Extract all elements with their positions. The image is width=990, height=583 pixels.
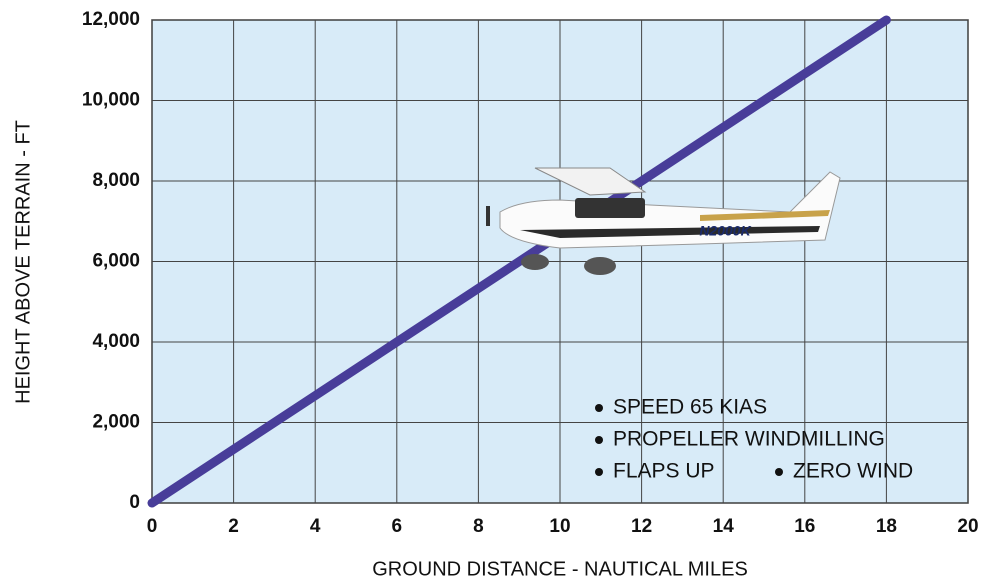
y-tick-label: 6,000 [92, 251, 140, 272]
x-tick-label: 12 [631, 516, 652, 537]
y-tick-label: 12,000 [82, 9, 140, 30]
x-tick-label: 20 [957, 516, 978, 537]
x-tick-label: 18 [876, 516, 897, 537]
aircraft-label: N2000K [699, 223, 751, 239]
wheel [521, 254, 549, 270]
y-tick-label: 4,000 [92, 331, 140, 352]
x-tick-label: 14 [713, 516, 735, 537]
x-tick-label: 2 [228, 516, 239, 537]
stripe [700, 210, 830, 221]
x-tick-label: 8 [473, 516, 484, 537]
annotation: SPEED 65 KIAS [613, 396, 767, 419]
x-tick-label: 16 [794, 516, 815, 537]
x-tick-label: 4 [310, 516, 321, 537]
x-tick-label: 10 [549, 516, 570, 537]
bullets [595, 404, 783, 476]
x-axis-label: GROUND DISTANCE - NAUTICAL MILES [372, 558, 748, 580]
stripe [520, 226, 820, 238]
annotation: PROPELLER WINDMILLING [613, 428, 885, 451]
wheel [584, 257, 616, 275]
data-line [147, 15, 891, 508]
grid [151, 19, 969, 504]
aircraft: N2000K [486, 167, 841, 275]
y-tick-label: 8,000 [92, 170, 140, 191]
windows [575, 198, 645, 218]
y-tick-label: 10,000 [82, 90, 140, 111]
series [147, 15, 891, 508]
y-tick-label: 2,000 [92, 412, 140, 433]
x-tick-label: 0 [147, 516, 158, 537]
wing [534, 167, 647, 196]
annotation: ZERO WIND [793, 460, 913, 483]
y-axis-label: HEIGHT ABOVE TERRAIN - FT [12, 120, 34, 404]
x-tick-label: 6 [392, 516, 403, 537]
y-tick-label: 0 [129, 492, 140, 513]
annotation: FLAPS UP [613, 460, 715, 483]
